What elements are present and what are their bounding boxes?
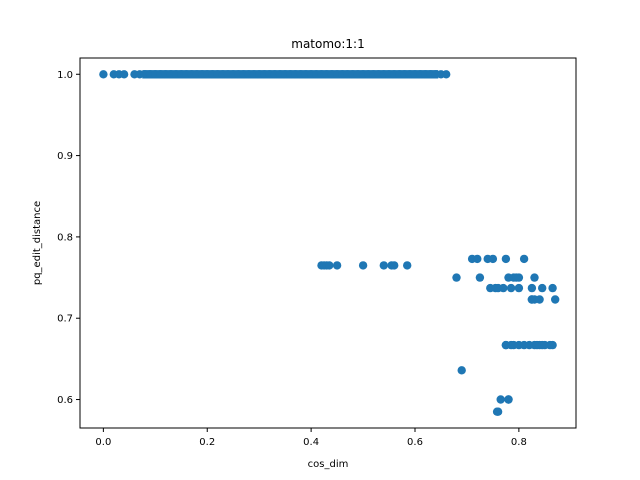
x-axis: 0.0 0.2 0.4 0.6 0.8: [95, 428, 527, 448]
data-point: [551, 295, 560, 304]
x-tick-label: 0.8: [511, 437, 527, 448]
x-tick-label: 0.2: [199, 437, 215, 448]
x-tick-label: 0.6: [407, 437, 423, 448]
plot-frame: [79, 57, 577, 429]
x-tick-label: 0.4: [303, 437, 319, 448]
data-point: [527, 283, 537, 293]
data-point: [332, 261, 342, 270]
data-point: [488, 254, 498, 264]
data-point: [442, 70, 451, 79]
data-point: [530, 273, 539, 282]
data-point: [390, 261, 399, 270]
y-tick-label: 0.7: [57, 314, 73, 325]
y-tick-label: 0.8: [57, 232, 73, 243]
data-point: [457, 366, 466, 375]
data-point: [496, 395, 505, 404]
data-point: [452, 273, 461, 282]
data-point: [403, 261, 412, 270]
chart-title: matomo:1:1: [291, 37, 364, 51]
points-layer: [99, 70, 560, 416]
data-point: [358, 261, 368, 270]
data-point: [506, 283, 516, 293]
y-tick-label: 0.9: [57, 151, 73, 162]
data-point: [538, 283, 547, 293]
data-point: [119, 70, 129, 79]
y-tick-label: 1.0: [57, 70, 73, 81]
x-tick-label: 0.0: [95, 437, 111, 448]
data-point: [325, 261, 334, 270]
data-point: [548, 283, 557, 293]
data-point: [492, 407, 502, 416]
data-point: [473, 254, 482, 264]
x-axis-label: cos_dim: [308, 459, 349, 470]
data-point: [475, 273, 485, 282]
data-point: [504, 395, 513, 404]
data-point: [548, 340, 557, 350]
y-axis-label: pq_edit_distance: [32, 201, 43, 285]
data-point: [501, 254, 511, 264]
data-point: [506, 340, 516, 350]
data-point: [499, 283, 508, 293]
data-point: [519, 254, 529, 264]
data-point: [379, 261, 388, 270]
data-point: [99, 70, 108, 79]
data-point: [535, 295, 544, 304]
y-tick-label: 0.6: [57, 395, 73, 406]
data-point: [514, 273, 524, 282]
y-axis: 0.6 0.7 0.8 0.9 1.0: [57, 70, 80, 406]
data-point: [514, 283, 524, 293]
